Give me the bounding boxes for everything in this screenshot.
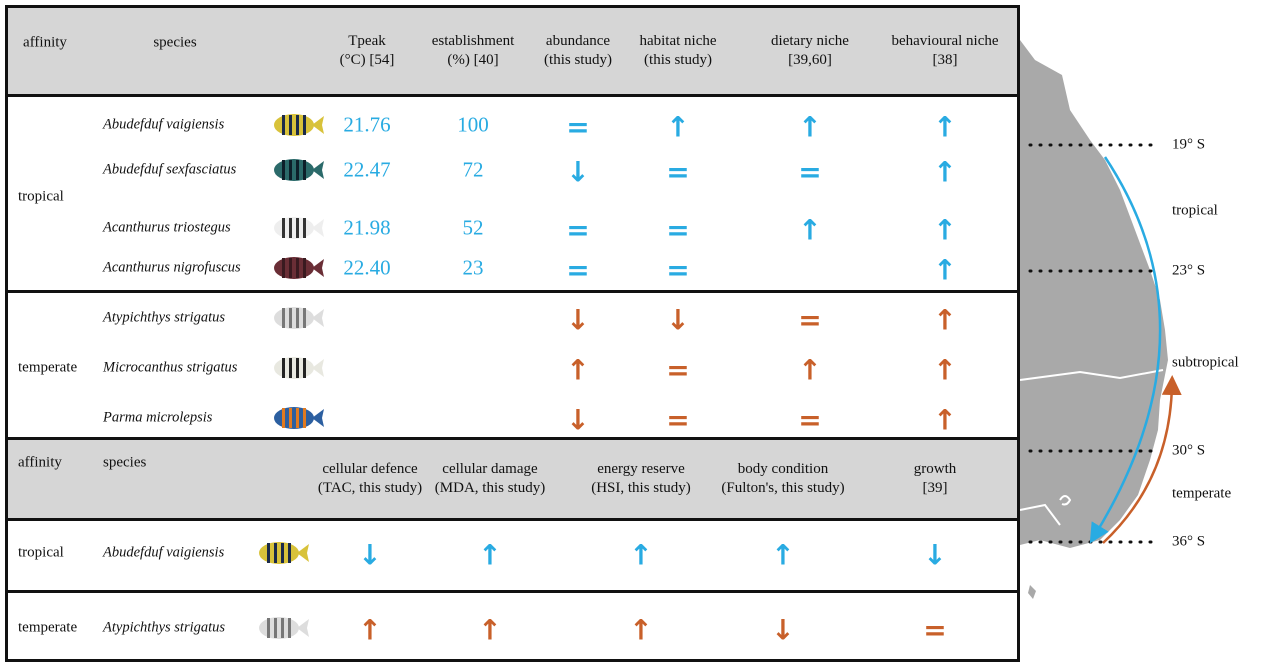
map-label: 36° S — [1172, 533, 1206, 550]
species: Abudefduf sexfasciatus — [103, 161, 237, 178]
trend-symbol: ↑ — [798, 353, 822, 387]
column-header: behavioural niche [38] — [891, 33, 999, 68]
map-label: subtropical — [1172, 354, 1239, 371]
column-header: dietary niche [39,60] — [771, 33, 849, 68]
map-label: 30° S — [1172, 442, 1206, 459]
trend-symbol: ↓ — [566, 155, 590, 189]
fish-icon — [274, 407, 324, 429]
column-header: affinity — [18, 454, 62, 471]
trend-symbol: ↑ — [478, 613, 502, 647]
column-header: abundance (this study) — [544, 33, 612, 68]
fish-icon — [259, 542, 309, 564]
column-header: energy reserve (HSI, this study) — [591, 461, 691, 496]
column-header: establishment (%) [40] — [431, 33, 515, 68]
trend-symbol: ↑ — [478, 538, 502, 572]
map-label: 19° S — [1172, 136, 1206, 153]
trend-symbol: ↓ — [666, 303, 690, 337]
column-header: cellular defence (TAC, this study) — [317, 461, 423, 496]
state-border — [1019, 369, 1164, 526]
land — [1020, 40, 1168, 548]
trend-symbol: ↑ — [933, 303, 957, 337]
trend-symbol: ↑ — [771, 538, 795, 572]
species: Atypichthys strigatus — [103, 619, 226, 636]
column-header: habitat niche (this study) — [639, 33, 717, 68]
column-header: growth [39] — [913, 461, 957, 496]
trend-symbol: = — [798, 155, 822, 189]
establishment: 72 — [462, 157, 484, 182]
fish-icon — [274, 159, 324, 181]
trend-symbol: = — [666, 353, 690, 387]
trend-symbol: ↑ — [933, 213, 957, 247]
trend-symbol: = — [798, 303, 822, 337]
trend-symbol: ↓ — [566, 303, 590, 337]
column-header: cellular damage (MDA, this study) — [434, 461, 546, 496]
establishment: 52 — [462, 215, 484, 240]
land-island — [1028, 585, 1036, 599]
column-header: species — [103, 454, 147, 471]
map-label: tropical — [1172, 202, 1218, 219]
row-temperate — [5, 590, 1020, 662]
establishment: 23 — [462, 255, 484, 280]
fish-icon — [274, 114, 324, 136]
column-header: species — [153, 34, 197, 51]
species: Acanthurus triostegus — [103, 219, 231, 236]
trend-symbol: ↑ — [933, 110, 957, 144]
affinity: temperate — [18, 619, 78, 636]
fish-icon — [274, 357, 324, 379]
trend-symbol: ↑ — [358, 613, 382, 647]
latitude-lines — [1028, 143, 1162, 544]
trend-symbol: ↓ — [358, 538, 382, 572]
tpeak: 22.40 — [343, 255, 391, 280]
trend-symbol: ↑ — [566, 353, 590, 387]
tpeak: 21.98 — [343, 215, 391, 240]
column-header: body condition (Fulton's, this study) — [721, 461, 845, 496]
species: Atypichthys strigatus — [103, 309, 226, 326]
establishment: 100 — [457, 112, 489, 137]
trend-symbol: ↓ — [923, 538, 947, 572]
trend-symbol: ↓ — [771, 613, 795, 647]
trend-symbol: = — [666, 253, 690, 287]
species: Microcanthus strigatus — [103, 359, 238, 376]
species: Abudefduf vaigiensis — [103, 544, 225, 561]
trend-symbol: ↑ — [933, 353, 957, 387]
species: Acanthurus nigrofuscus — [103, 259, 241, 276]
trend-symbol: ↑ — [798, 213, 822, 247]
map-label: 23° S — [1172, 262, 1206, 279]
affinity: temperate — [18, 359, 78, 376]
trend-symbol: = — [923, 613, 947, 647]
tpeak: 21.76 — [343, 112, 391, 137]
column-header: Tpeak (°C) [54] — [339, 33, 395, 68]
species: Parma microlepsis — [103, 409, 213, 426]
trend-symbol: ↑ — [629, 613, 653, 647]
trend-symbol: = — [566, 110, 590, 144]
fish-icon — [274, 217, 324, 239]
trend-symbol: ↑ — [798, 110, 822, 144]
trend-symbol: ↑ — [666, 110, 690, 144]
fish-icon — [259, 617, 309, 639]
trend-symbol: ↓ — [566, 403, 590, 437]
range-arrow-temperate — [1102, 375, 1182, 544]
trend-symbol: = — [798, 403, 822, 437]
trend-symbol: = — [666, 213, 690, 247]
affinity: tropical — [18, 544, 64, 561]
column-header: affinity — [23, 34, 67, 51]
trend-symbol: ↑ — [933, 155, 957, 189]
species: Abudefduf vaigiensis — [103, 116, 225, 133]
fish-icon — [274, 257, 324, 279]
trend-symbol: ↑ — [933, 403, 957, 437]
range-arrow-tropical — [1089, 156, 1162, 544]
map-label: temperate — [1172, 485, 1232, 502]
trend-symbol: ↑ — [629, 538, 653, 572]
trend-symbol: = — [666, 403, 690, 437]
tpeak: 22.47 — [343, 157, 391, 182]
affinity: tropical — [18, 188, 64, 204]
trend-symbol: ↑ — [933, 253, 957, 287]
trend-symbol: = — [666, 155, 690, 189]
trend-symbol: = — [566, 253, 590, 287]
trend-symbol: = — [566, 213, 590, 247]
fish-icon — [274, 307, 324, 329]
